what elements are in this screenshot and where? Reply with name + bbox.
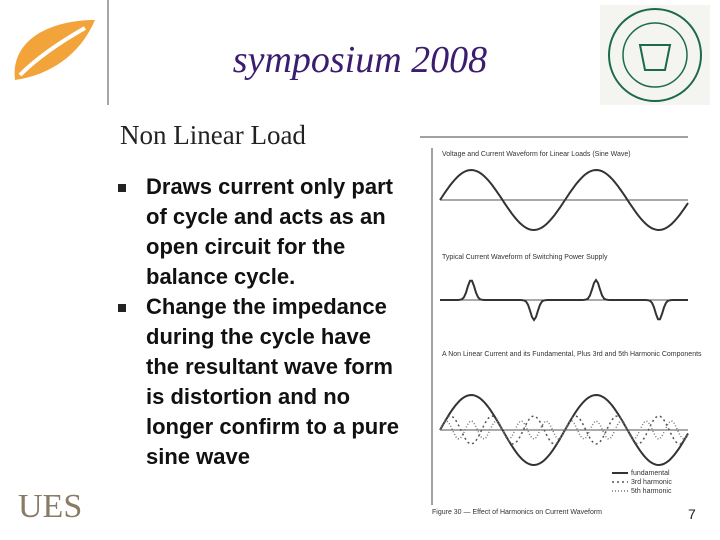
fifth-harmonic <box>439 420 689 440</box>
legend-entry: 5th harmonic <box>631 488 672 495</box>
fundamental-wave <box>439 393 689 467</box>
legend-entry: 3rd harmonic <box>631 479 672 486</box>
sine-wave <box>439 168 689 232</box>
third-harmonic <box>439 415 689 445</box>
title: symposium 2008 <box>232 39 488 81</box>
figure-caption: Figure 30 — Effect of Harmonics on Curre… <box>432 509 602 516</box>
panel-title: Voltage and Current Waveform for Linear … <box>442 151 631 158</box>
bullet-text: Change the impedance during the cycle ha… <box>146 294 400 469</box>
bullet-list: Draws current only part of cycle and act… <box>118 172 403 472</box>
bullet-text: Draws current only part of cycle and act… <box>146 174 393 289</box>
legend-entry: fundamental <box>631 470 670 477</box>
heading: Non Linear Load <box>120 120 306 150</box>
bullet: Draws current only part of cycle and act… <box>118 172 403 292</box>
switching-wave <box>440 278 688 322</box>
bullet: Change the impedance during the cycle ha… <box>118 292 403 472</box>
panel-title: A Non Linear Current and its Fundamental… <box>442 351 702 358</box>
emblem <box>600 5 710 105</box>
panel-title: Typical Current Waveform of Switching Po… <box>442 254 608 261</box>
page-number: 7 <box>688 506 696 522</box>
footer: UES <box>18 488 83 525</box>
